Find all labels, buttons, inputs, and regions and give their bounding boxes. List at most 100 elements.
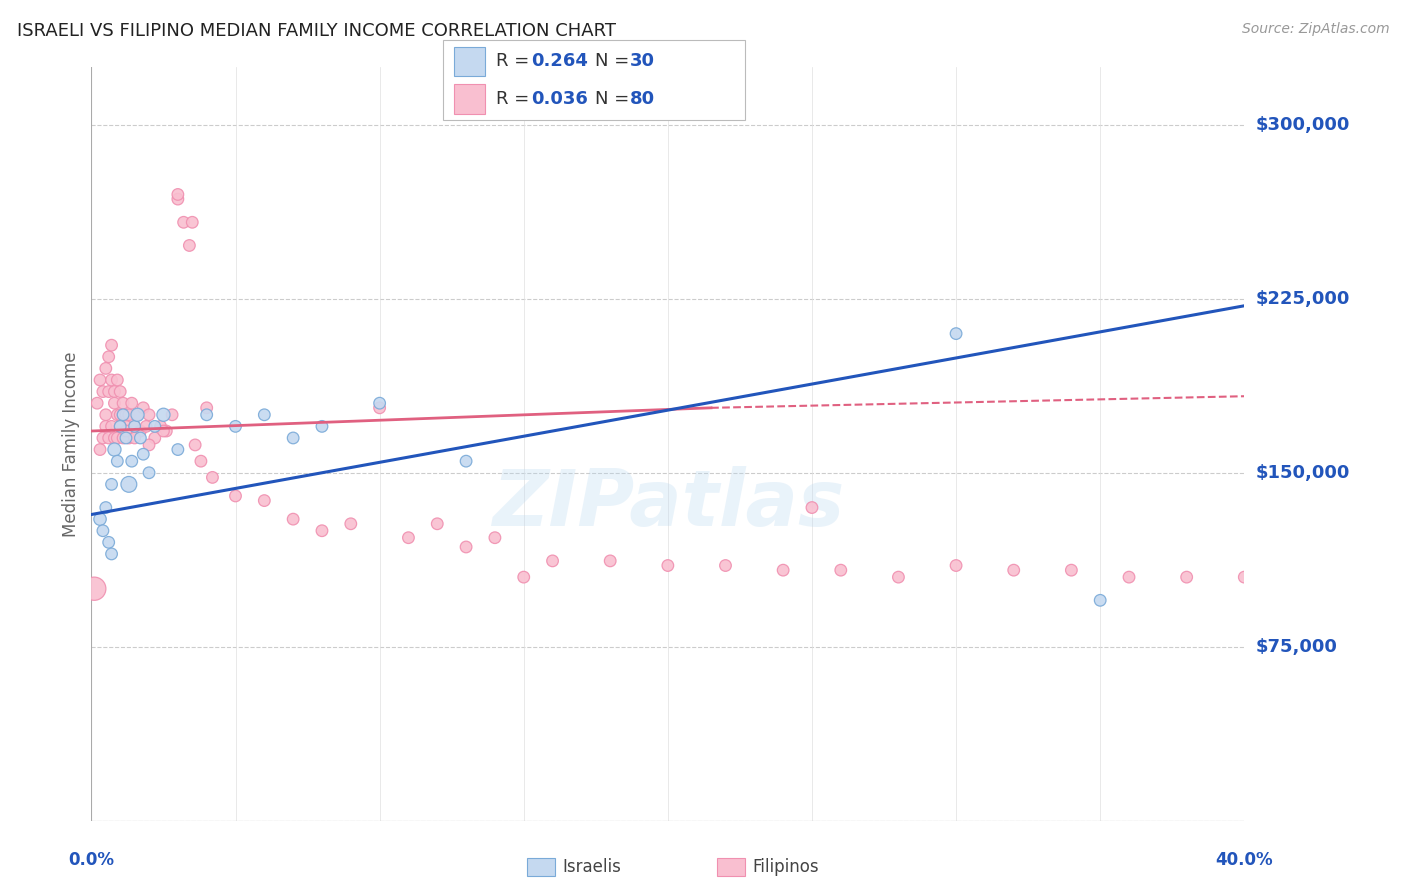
Point: [112, 396, 135, 410]
Text: 0.264: 0.264: [531, 53, 588, 70]
Point: [91, 524, 114, 538]
Point: [100, 338, 122, 352]
Point: [195, 408, 218, 422]
Point: [166, 442, 188, 457]
Text: 30: 30: [630, 53, 655, 70]
Point: [166, 187, 188, 202]
Point: [121, 454, 143, 468]
Point: [454, 454, 477, 468]
Point: [772, 563, 794, 577]
Point: [118, 408, 141, 422]
Point: [110, 419, 132, 434]
Point: [103, 396, 125, 410]
Point: [97, 431, 120, 445]
Text: N =: N =: [595, 90, 634, 108]
Point: [945, 326, 967, 341]
Point: [1060, 563, 1083, 577]
Text: $75,000: $75,000: [1256, 638, 1337, 656]
Point: [103, 431, 125, 445]
Point: [143, 419, 166, 434]
Point: [657, 558, 679, 573]
Point: [100, 547, 122, 561]
Point: [91, 384, 114, 399]
Text: $300,000: $300,000: [1256, 116, 1350, 134]
Point: [152, 408, 174, 422]
Point: [127, 408, 149, 422]
Point: [86, 396, 108, 410]
Point: [132, 401, 155, 415]
Text: 0.0%: 0.0%: [69, 851, 114, 869]
Point: [124, 419, 146, 434]
Point: [115, 419, 138, 434]
Point: [132, 447, 155, 461]
Point: [225, 489, 247, 503]
Point: [887, 570, 910, 584]
Text: $150,000: $150,000: [1256, 464, 1350, 482]
Point: [1088, 593, 1111, 607]
Point: [105, 408, 128, 422]
Point: [599, 554, 621, 568]
Point: [129, 424, 152, 438]
Point: [195, 401, 218, 415]
Point: [100, 373, 122, 387]
Point: [138, 408, 160, 422]
Point: [396, 531, 419, 545]
Point: [160, 408, 183, 422]
Point: [201, 470, 224, 484]
Point: [115, 424, 138, 438]
Point: [281, 512, 305, 526]
Point: [135, 419, 157, 434]
Point: [127, 408, 149, 422]
Point: [253, 493, 276, 508]
Point: [124, 431, 146, 445]
Text: ZIPatlas: ZIPatlas: [492, 466, 844, 542]
Point: [91, 431, 114, 445]
Point: [173, 215, 195, 229]
Point: [97, 350, 120, 364]
Point: [184, 438, 207, 452]
Point: [714, 558, 737, 573]
Point: [103, 384, 125, 399]
Point: [115, 431, 138, 445]
Text: Filipinos: Filipinos: [752, 858, 818, 876]
Point: [89, 373, 111, 387]
Point: [1233, 570, 1256, 584]
Point: [181, 215, 204, 229]
Point: [830, 563, 852, 577]
Point: [1118, 570, 1140, 584]
Point: [94, 361, 117, 376]
Point: [105, 373, 128, 387]
Point: [368, 401, 391, 415]
Point: [311, 419, 333, 434]
Point: [110, 419, 132, 434]
Point: [124, 419, 146, 434]
Point: [484, 531, 506, 545]
Text: ISRAELI VS FILIPINO MEDIAN FAMILY INCOME CORRELATION CHART: ISRAELI VS FILIPINO MEDIAN FAMILY INCOME…: [17, 22, 616, 40]
Point: [103, 442, 125, 457]
Text: 80: 80: [630, 90, 655, 108]
Point: [100, 419, 122, 434]
Point: [121, 396, 143, 410]
Point: [281, 431, 305, 445]
Text: 0.036: 0.036: [531, 90, 588, 108]
Text: $225,000: $225,000: [1256, 290, 1350, 308]
Point: [112, 431, 135, 445]
Point: [110, 384, 132, 399]
Point: [94, 500, 117, 515]
Point: [368, 396, 391, 410]
Point: [152, 424, 174, 438]
Text: Source: ZipAtlas.com: Source: ZipAtlas.com: [1241, 22, 1389, 37]
Point: [155, 424, 177, 438]
Point: [426, 516, 449, 531]
Point: [89, 442, 111, 457]
Point: [1175, 570, 1198, 584]
Text: R =: R =: [496, 53, 536, 70]
Point: [112, 408, 135, 422]
Point: [83, 582, 105, 596]
Point: [129, 431, 152, 445]
Point: [1002, 563, 1025, 577]
Text: 40.0%: 40.0%: [1216, 851, 1272, 869]
Point: [945, 558, 967, 573]
Point: [94, 419, 117, 434]
Point: [253, 408, 276, 422]
